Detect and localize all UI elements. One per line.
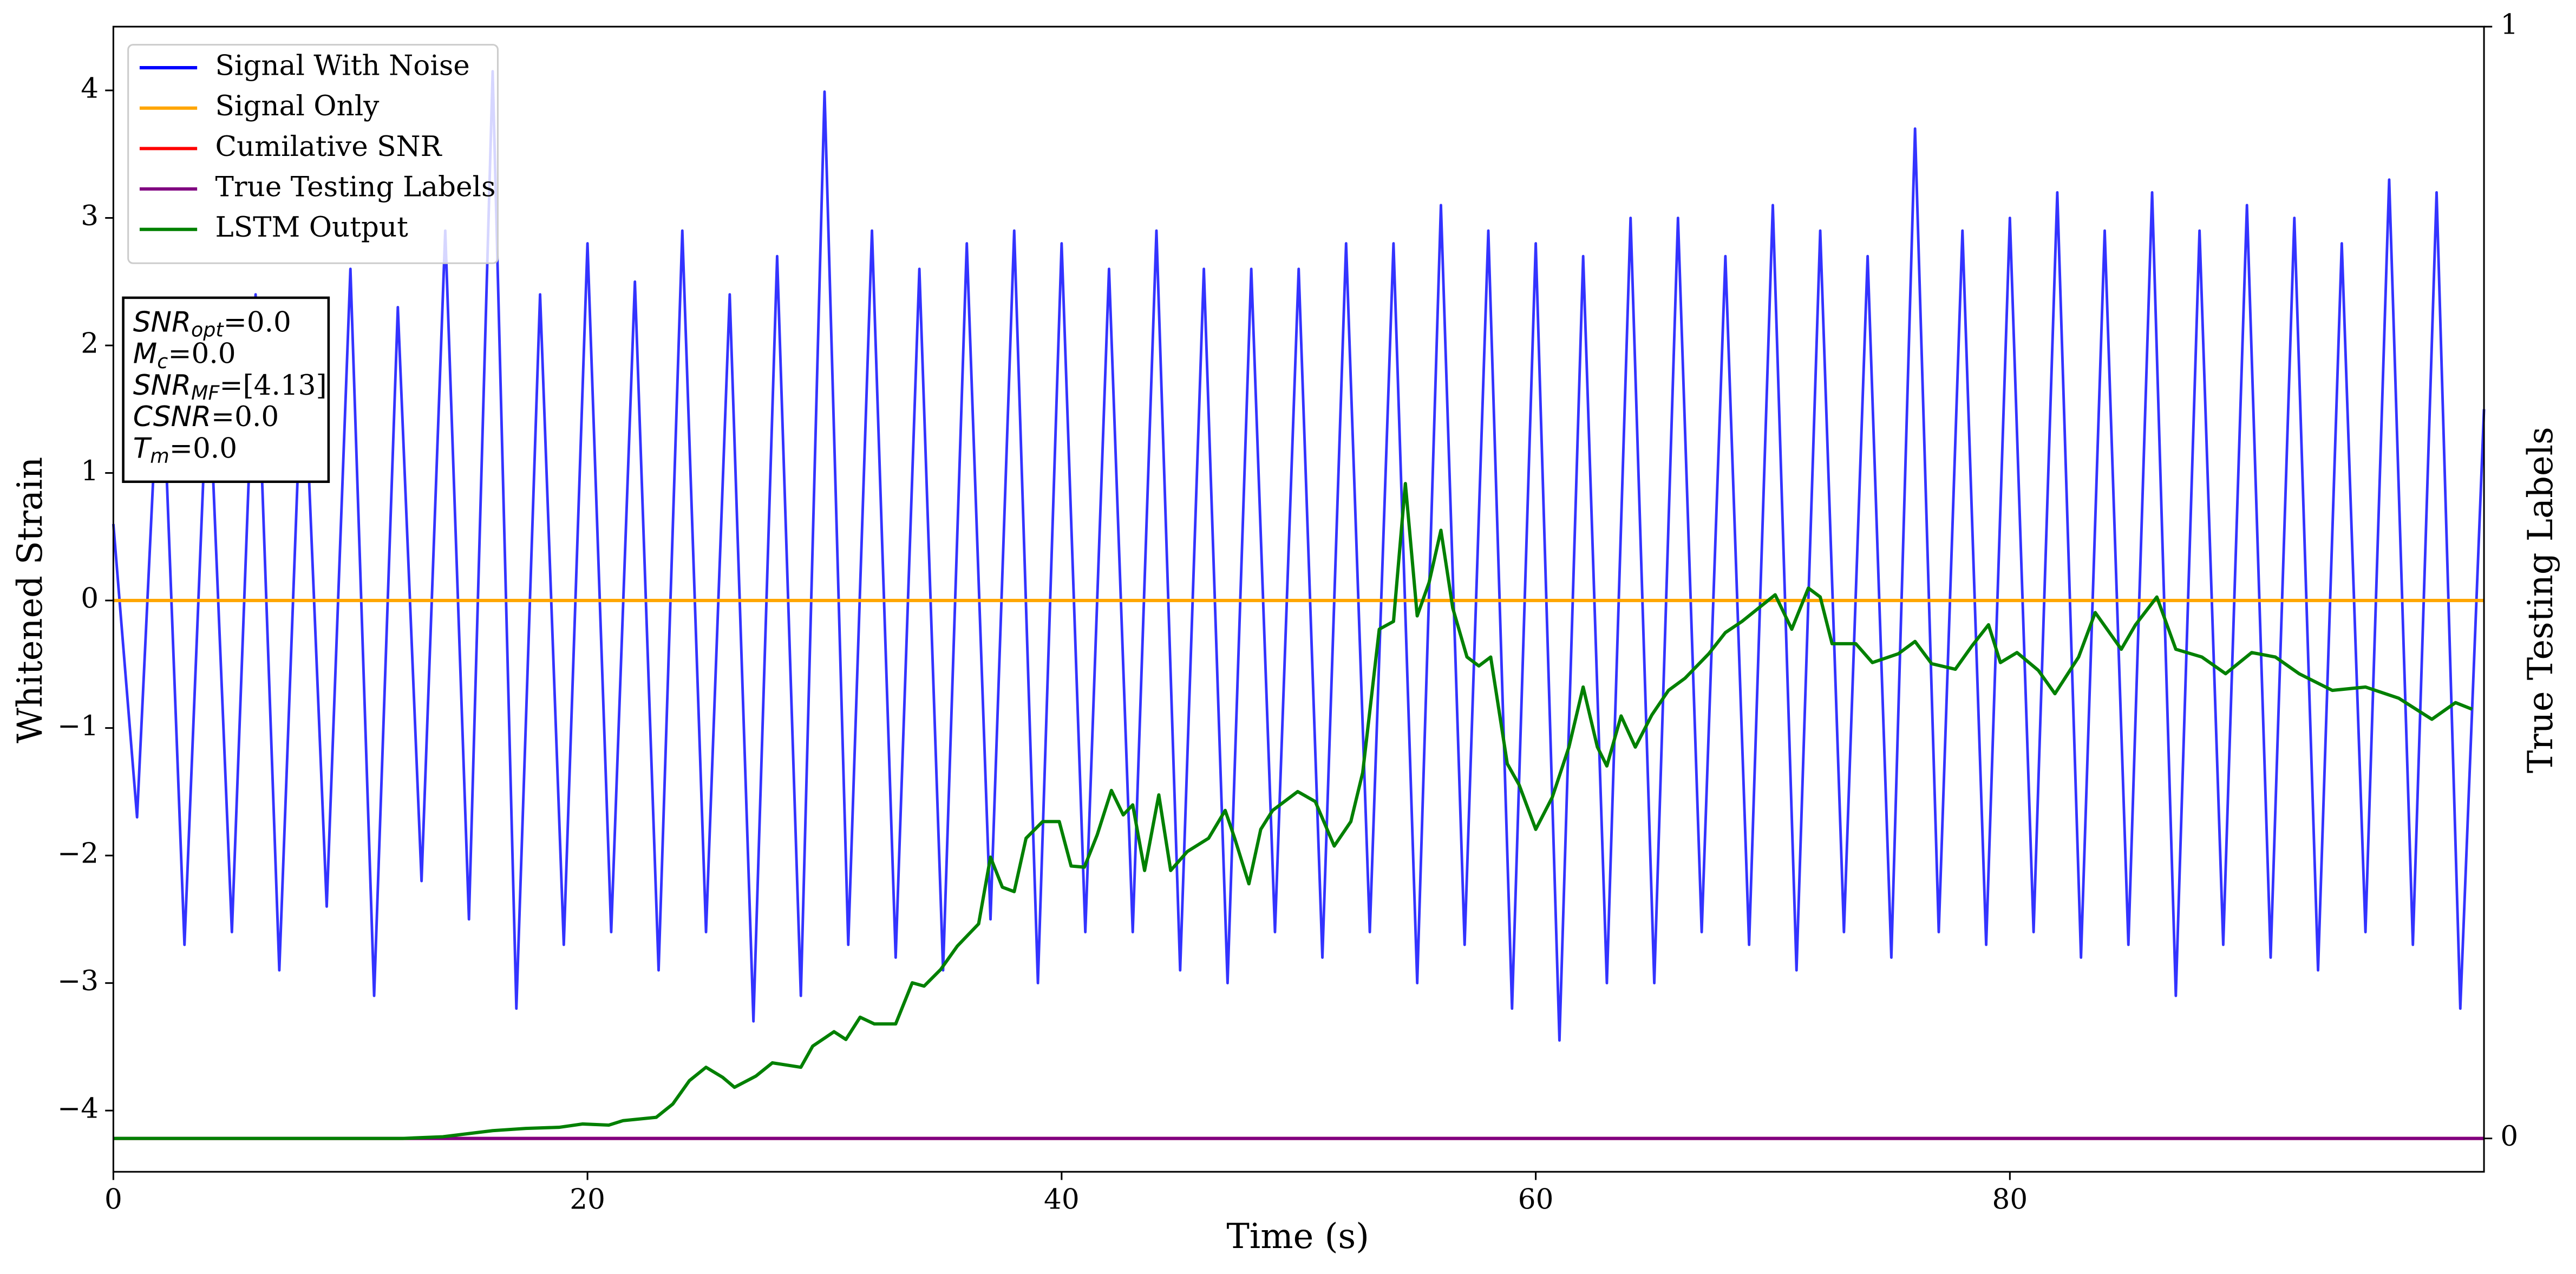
axes-frame <box>112 25 2485 1173</box>
x-tick-label: 40 <box>1044 1183 1080 1216</box>
annotation-line: SNRopt=0.0 <box>133 306 291 341</box>
y-tick-label: 2 <box>81 328 99 360</box>
x-tick-label: 80 <box>1992 1183 2028 1216</box>
legend-label: Cumilative SNR <box>215 130 443 163</box>
series-line <box>112 70 2486 1042</box>
annotation-part: =0.0 <box>169 432 237 465</box>
legend-box <box>127 44 499 264</box>
annotation-part: SNR <box>133 306 191 338</box>
legend-label: Signal With Noise <box>215 50 470 82</box>
y-tick-label: −4 <box>57 1093 99 1125</box>
y-tick-label: 1 <box>81 455 99 487</box>
x-tick-label: 60 <box>1518 1183 1554 1216</box>
annotation-part: c <box>157 349 168 373</box>
annotation-part: M <box>133 338 158 370</box>
x-tick-label: 0 <box>104 1183 122 1216</box>
annotation-line: Tm=0.0 <box>133 432 237 467</box>
y-axis-label: Whitened Strain <box>10 457 50 743</box>
y2-tick-label: 0 <box>2500 1120 2518 1153</box>
annotation-part: opt <box>191 318 224 341</box>
y-tick-label: 3 <box>81 200 99 232</box>
annotation-line: SNRMF=[4.13] <box>133 369 327 404</box>
annotation-part: SNR <box>133 369 191 402</box>
annotation-part: =[4.13] <box>219 369 326 401</box>
y-tick-label: −3 <box>57 965 99 997</box>
legend-label: True Testing Labels <box>215 171 496 204</box>
annotation: SNRopt=0.0Mc=0.0SNRMF=[4.13]CSNR=0.0Tm=0… <box>122 296 330 484</box>
legend: Signal With Noise Signal Only Cumilative S… <box>127 44 499 264</box>
annotation-part: MF <box>191 381 220 404</box>
annotation-part: =0.0 <box>211 401 279 433</box>
annotation-line: Mc=0.0 <box>133 337 236 373</box>
y2-tick-label: 1 <box>2500 9 2518 41</box>
annotation-part: m <box>150 444 169 467</box>
y-tick-label: −1 <box>57 710 99 742</box>
legend-label: LSTM Output <box>215 211 409 244</box>
annotation-box <box>122 296 330 484</box>
y-tick-label: 4 <box>81 72 99 104</box>
annotation-part: T <box>133 432 152 465</box>
x-tick-label: 20 <box>570 1183 605 1216</box>
y-tick-label: −2 <box>57 838 99 870</box>
series-line <box>113 482 2473 1140</box>
legend-label: Signal Only <box>215 90 380 122</box>
x-axis-label: Time (s) <box>1226 1217 1369 1257</box>
annotation-part: =0.0 <box>168 337 236 370</box>
annotation-line: CSNR=0.0 <box>133 401 279 434</box>
y2-axis-label: True Testing Labels <box>2521 427 2561 773</box>
annotation-part: CSNR <box>133 401 211 433</box>
y-tick-label: 0 <box>81 583 99 615</box>
annotation-part: =0.0 <box>224 306 291 338</box>
plot-area <box>112 70 2486 1140</box>
